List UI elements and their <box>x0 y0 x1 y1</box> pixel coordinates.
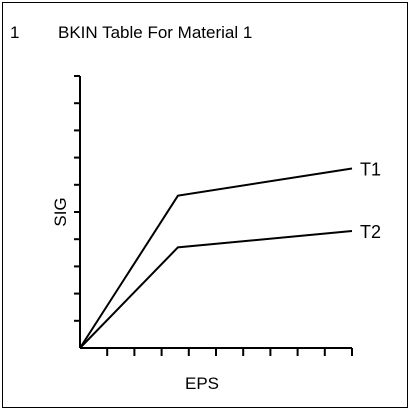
series-label-t2: T2 <box>360 222 381 242</box>
chart-title: BKIN Table For Material 1 <box>58 23 252 42</box>
y-axis-label: SIG <box>51 197 70 226</box>
axes <box>74 75 353 356</box>
x-ticks <box>106 348 353 356</box>
series-line-t1 <box>79 167 353 349</box>
series-layer: T1 T2 <box>79 159 381 349</box>
chart-frame <box>2 2 408 408</box>
series-label-t1: T1 <box>360 159 381 179</box>
series-line-t2 <box>79 230 353 349</box>
y-ticks <box>74 75 80 322</box>
plot-number: 1 <box>10 23 19 42</box>
x-axis-label: EPS <box>185 374 219 393</box>
